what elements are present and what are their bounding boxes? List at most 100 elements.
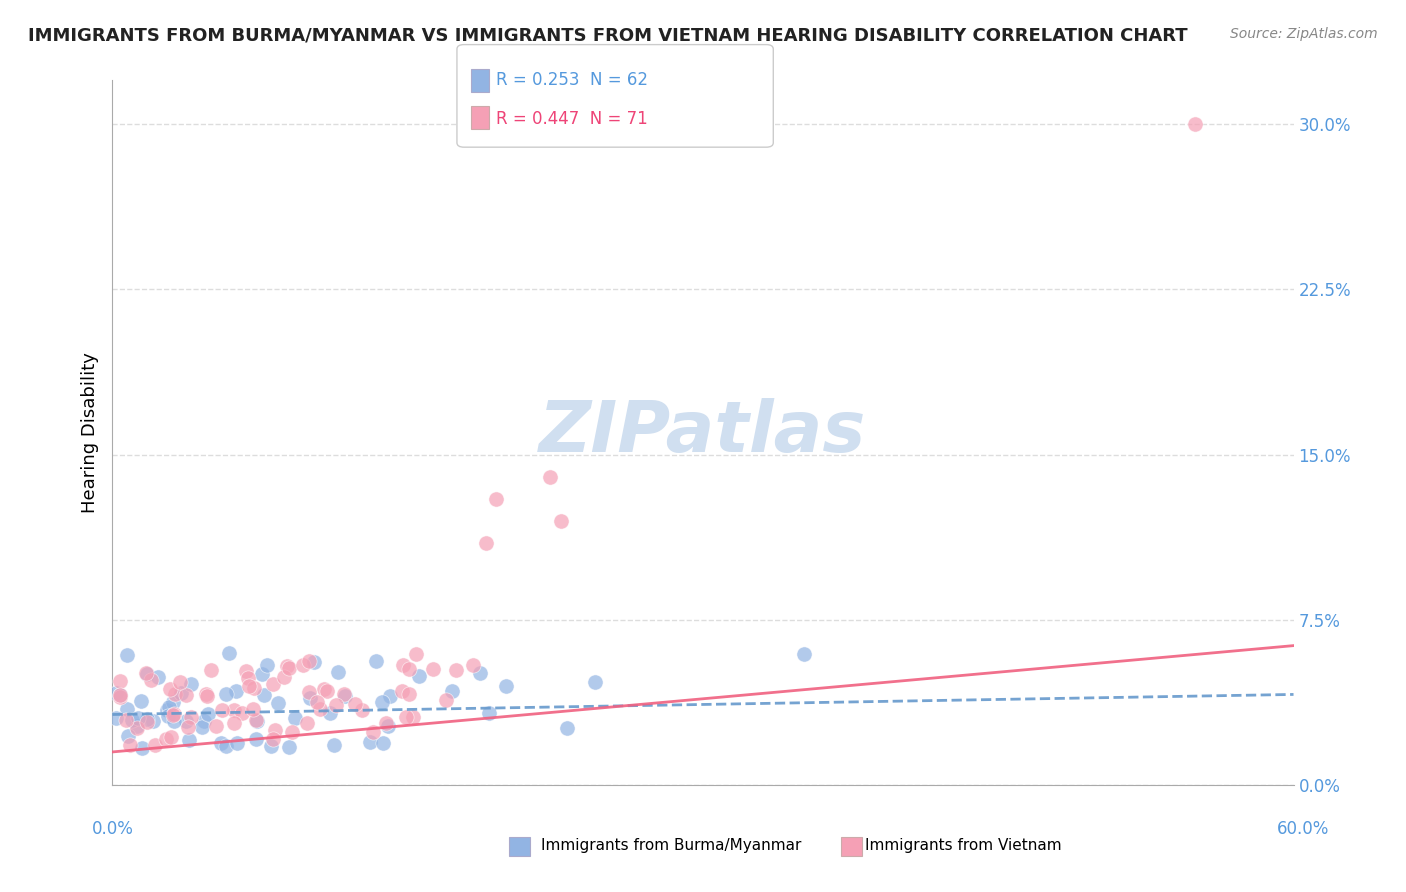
Point [312,682,335,697]
Point [263,723,285,738]
Point [131,740,153,755]
Point [242,702,264,716]
Point [159,682,181,697]
Point [142,714,165,728]
Point [262,677,284,691]
Point [475,535,498,549]
Point [108,690,131,705]
Point [495,679,517,693]
Point [298,691,321,706]
Point [485,491,508,506]
Point [163,707,186,722]
Point [125,721,148,735]
Point [136,667,159,681]
Point [129,694,152,708]
Point [322,738,344,752]
Point [117,729,139,743]
Point [238,679,260,693]
Point [143,738,166,752]
Point [408,669,430,683]
Point [245,714,267,728]
Point [267,696,290,710]
Point [366,654,388,668]
Point [253,688,276,702]
Point [440,684,463,698]
Text: R = 0.253  N = 62: R = 0.253 N = 62 [496,71,648,89]
Point [281,725,304,739]
Point [319,706,342,721]
Point [538,469,561,483]
Point [243,681,266,695]
Point [191,720,214,734]
Point [211,703,233,717]
Point [375,716,398,731]
Point [377,719,399,733]
Point [174,714,197,728]
Point [259,739,281,753]
Text: ZIPatlas: ZIPatlas [540,398,866,467]
Point [308,702,330,716]
Point [583,675,606,690]
Point [222,716,245,731]
Point [373,736,395,750]
Point [121,713,143,727]
Point [162,707,184,722]
Point [108,673,131,688]
Point [118,738,141,752]
Point [218,646,240,660]
Point [157,700,180,714]
Point [224,703,246,717]
Point [793,648,815,662]
Point [136,712,159,726]
Point [209,735,232,749]
Point [298,685,321,699]
Point [180,710,202,724]
Point [359,735,381,749]
Text: R = 0.447  N = 71: R = 0.447 N = 71 [496,110,648,128]
Point [141,673,163,688]
Point [160,731,183,745]
Text: 0.0%: 0.0% [91,820,134,838]
Point [256,658,278,673]
Point [231,706,253,721]
Point [165,687,187,701]
Point [550,514,572,528]
Point [468,665,491,680]
Text: Immigrants from Burma/Myanmar: Immigrants from Burma/Myanmar [541,838,801,853]
Point [1184,117,1206,131]
Point [155,731,177,746]
Point [177,733,200,747]
Point [195,689,218,703]
Point [115,714,138,728]
Point [405,647,427,661]
Point [292,657,315,672]
Point [177,720,200,734]
Point [246,714,269,728]
Point [326,665,349,679]
Point [422,662,444,676]
Point [214,739,236,753]
Point [117,648,139,662]
Point [298,654,321,668]
Point [215,687,238,701]
Point [156,709,179,723]
Point [105,710,128,724]
Point [236,671,259,685]
Point [371,695,394,709]
Point [136,714,159,729]
Point [278,661,301,675]
Point [352,703,374,717]
Point [307,695,329,709]
Point [135,665,157,680]
Text: Immigrants from Vietnam: Immigrants from Vietnam [865,838,1062,853]
Point [395,710,418,724]
Point [200,663,222,677]
Point [391,683,413,698]
Point [262,732,284,747]
Point [115,702,138,716]
Point [446,663,468,677]
Point [295,715,318,730]
Text: 60.0%: 60.0% [1277,820,1330,838]
Point [225,684,247,698]
Point [226,736,249,750]
